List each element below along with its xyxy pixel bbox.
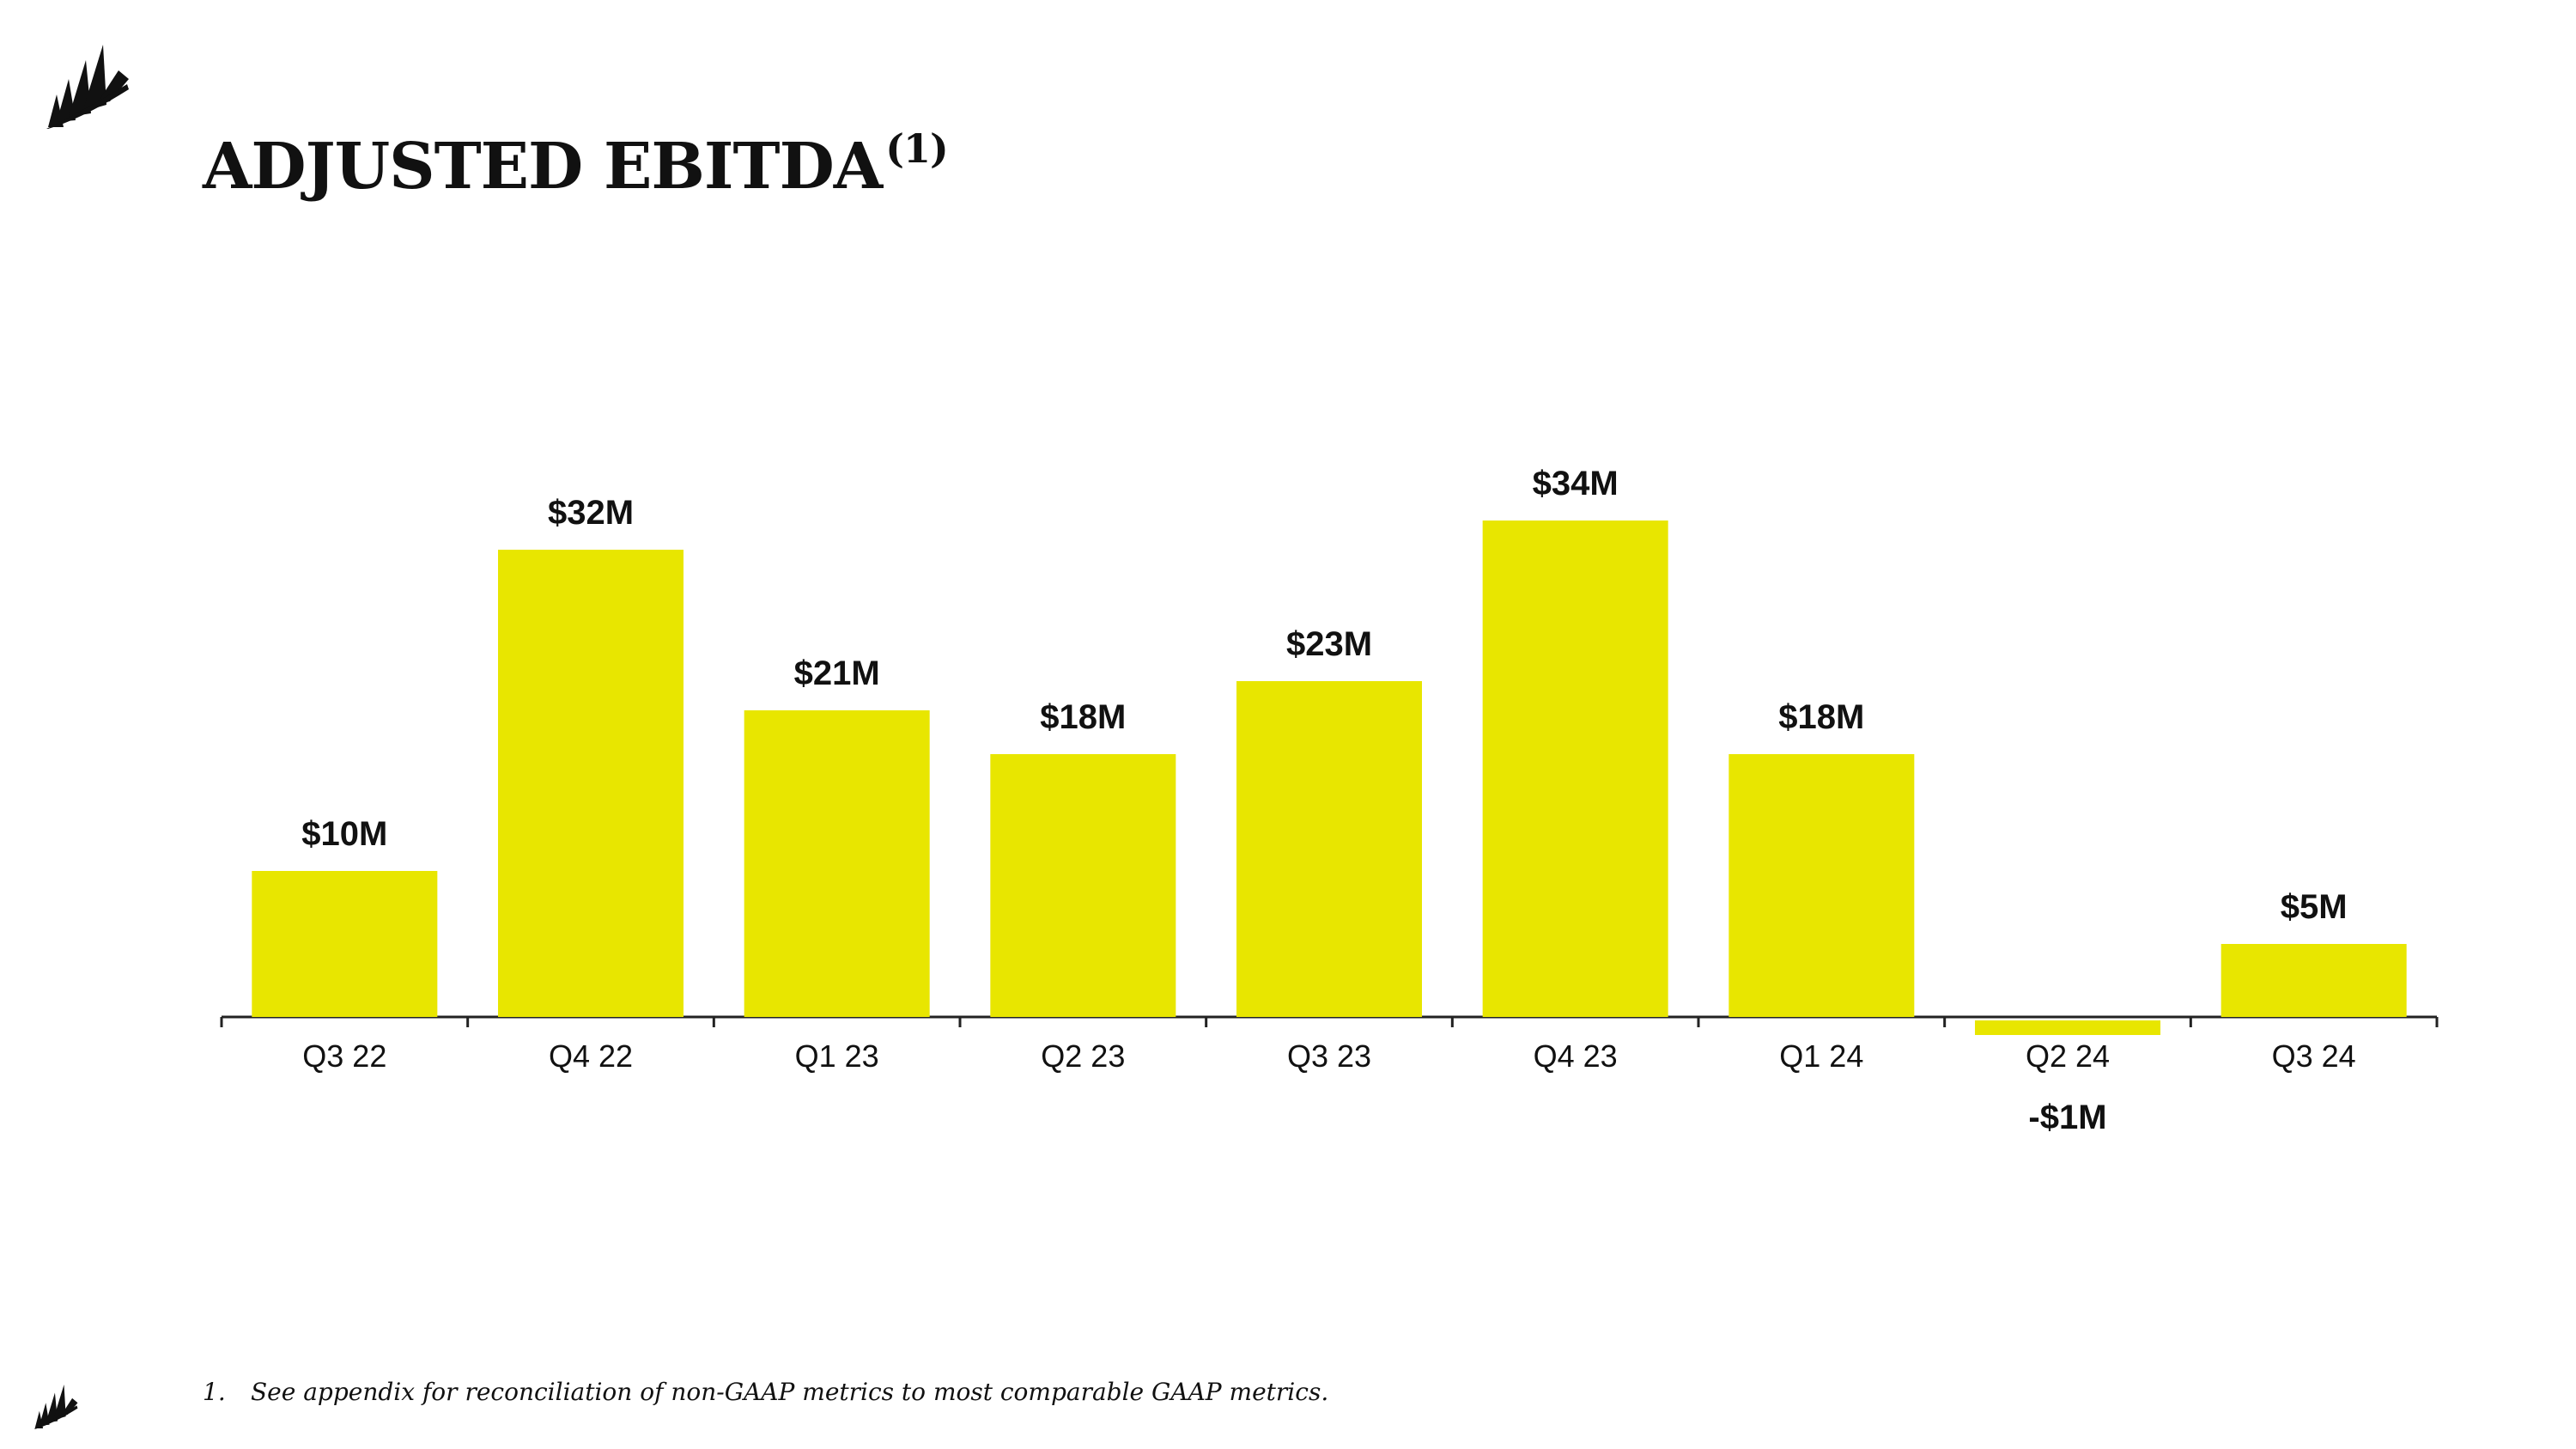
bar-q2-23 [990,754,1176,1017]
data-label: $21M [794,654,880,692]
x-axis-ticks [220,1017,2439,1027]
data-label: $10M [301,815,387,853]
footnote-text: See appendix for reconciliation of non-G… [251,1378,1329,1406]
title-footnote-marker: (1) [885,125,949,172]
page-title: ADJUSTED EBITDA(1) [203,129,949,198]
footnote-number: 1. [203,1378,226,1406]
data-label: $5M [2281,888,2348,926]
data-label: $18M [1778,698,1864,736]
x-tick-label: Q4 22 [549,1038,633,1074]
bar-q1-24 [1728,754,1915,1017]
data-label: $18M [1040,698,1126,736]
x-tick-label: Q2 23 [1041,1038,1125,1074]
bar-q3-23 [1236,681,1422,1017]
x-tick-label: Q3 22 [302,1038,386,1074]
x-tick-label: Q2 24 [2026,1038,2110,1074]
bar-q3-24 [2221,944,2407,1017]
x-tick-label: Q3 23 [1287,1038,1371,1074]
corsair-sails-small-logo-icon [33,1385,78,1429]
data-label: $32M [548,494,634,532]
x-tick-label: Q1 23 [795,1038,879,1074]
ebitda-bar-chart: $10M $32M $21M $18M $23M $34M $18M -$1M $5M Q3 2… [220,465,2439,1136]
bar-q4-23 [1482,521,1668,1017]
title-text: ADJUSTED EBITDA [203,130,883,204]
data-labels: $10M $32M $21M $18M $23M $34M $18M -$1M $5M [301,465,2347,1136]
bar-q2-24 [1975,1020,2160,1035]
corsair-sails-logo-icon [46,45,129,129]
x-tick-label: Q3 24 [2272,1038,2356,1074]
x-tick-label: Q4 23 [1534,1038,1618,1074]
bar-q3-22 [252,871,438,1017]
data-label: -$1M [2028,1099,2106,1136]
footnote: 1. See appendix for reconciliation of non… [203,1378,1328,1406]
data-label: $34M [1533,465,1619,502]
bar-q1-23 [744,710,930,1017]
category-labels: Q3 22 Q4 22 Q1 23 Q2 23 Q3 23 Q4 23 Q1 24 Q2 24… [302,1038,2355,1074]
x-tick-label: Q1 24 [1779,1038,1863,1074]
bars [252,521,2407,1035]
data-label: $23M [1286,625,1372,663]
bar-q4-22 [498,550,683,1017]
